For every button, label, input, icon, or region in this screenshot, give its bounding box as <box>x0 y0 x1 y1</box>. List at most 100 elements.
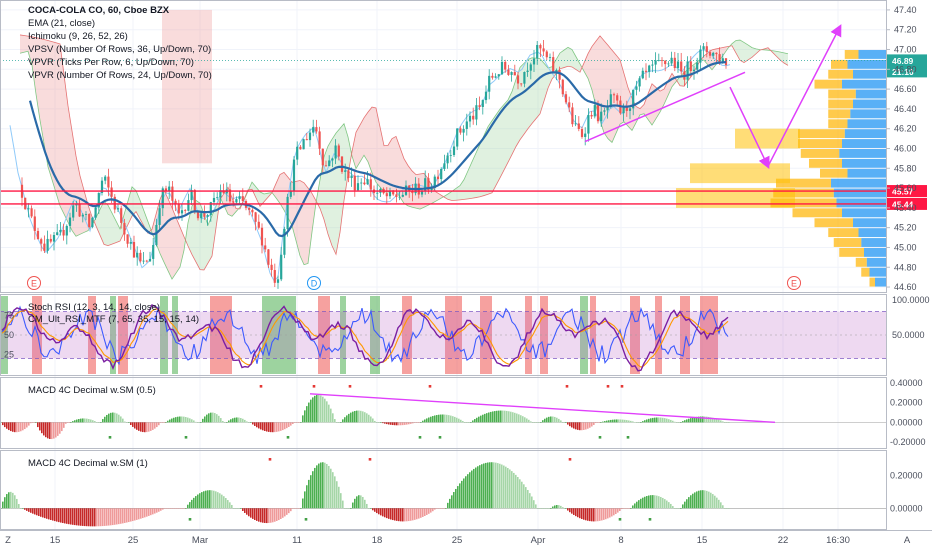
vp-row-down <box>820 168 848 178</box>
macd-bar <box>76 508 78 526</box>
macd-bar <box>593 508 595 522</box>
cloud-segment <box>300 180 304 265</box>
dividend-marker[interactable] <box>307 276 321 290</box>
macd-bar <box>282 422 284 431</box>
earnings-marker[interactable] <box>27 276 41 290</box>
macd-bar <box>497 463 499 509</box>
macd-bar <box>224 422 226 423</box>
macd-bar <box>146 508 148 517</box>
cloud-segment <box>108 205 112 246</box>
macd-bar <box>458 418 460 423</box>
auto-scale-button[interactable]: A <box>904 535 911 546</box>
macd-bar <box>12 422 14 432</box>
macd-bar <box>213 490 215 509</box>
macd-bar <box>494 411 496 423</box>
earnings-marker[interactable] <box>787 276 801 290</box>
macd-bar <box>728 422 730 423</box>
macd-bar <box>481 464 483 509</box>
macd-bar <box>152 422 154 430</box>
macd-bar <box>672 420 674 423</box>
macd-bar <box>30 422 32 424</box>
macd-bar <box>100 422 102 423</box>
macd-bar <box>260 508 262 523</box>
candle <box>680 61 683 72</box>
candle <box>622 106 625 114</box>
macd-divergence-line[interactable] <box>309 393 776 424</box>
macd1-pane-border <box>0 377 887 449</box>
macd-bar <box>386 422 388 425</box>
macd-bar <box>392 422 394 426</box>
macd-bar <box>298 422 300 423</box>
ema-21-line <box>28 61 727 238</box>
macd-bar <box>219 493 221 509</box>
cloud-segment <box>568 47 572 67</box>
macd-bar <box>670 503 672 509</box>
vp-row-down <box>798 139 842 148</box>
arrow-down-drawing[interactable] <box>729 86 770 170</box>
macd-bar <box>332 413 334 423</box>
macd-bar <box>471 470 473 509</box>
macd-bar <box>454 416 456 423</box>
macd-bar <box>571 508 573 514</box>
timezone-button[interactable]: Z <box>5 535 11 546</box>
macd-bar <box>189 418 191 423</box>
macd-bar <box>690 418 692 423</box>
legend-vpsv[interactable]: VPSV (Number Of Rows, 36, Up/Down, 70) <box>28 44 211 55</box>
macd-bar <box>676 508 678 509</box>
legend-symbol[interactable]: COCA-COLA CO, 60, Cboe BZX <box>28 5 170 16</box>
macd-bar <box>370 416 372 423</box>
macd-bar <box>235 508 237 509</box>
macd-bar <box>206 414 208 423</box>
price-tick-label: 46.40 <box>894 104 917 114</box>
macd-bar <box>618 419 620 423</box>
candle <box>363 182 366 185</box>
macd-bar <box>644 496 646 509</box>
macd-bar <box>306 406 308 423</box>
arrow-up-drawing[interactable] <box>767 24 842 167</box>
macd-bar <box>625 508 627 509</box>
macd-bar <box>286 422 288 429</box>
macd-bar <box>262 422 264 431</box>
legend-macd-2[interactable]: MACD 4C Decimal w.SM (1) <box>28 458 148 469</box>
macd-bar <box>264 422 266 431</box>
macd-bar <box>476 417 478 423</box>
candle <box>209 202 212 215</box>
macd-bar <box>132 508 134 522</box>
macd-bar <box>688 418 690 423</box>
macd-bar <box>342 419 344 423</box>
cloud-segment <box>56 42 60 206</box>
legend-vpvr-ticks[interactable]: VPVR (Ticks Per Row, 6, Up/Down, 70) <box>28 57 194 68</box>
macd-bar <box>340 422 342 423</box>
macd-bar <box>720 502 722 509</box>
macd-bar <box>452 416 454 423</box>
macd-bar <box>350 412 352 423</box>
sell-signal <box>259 385 263 388</box>
candle <box>523 72 526 84</box>
trendline-drawing[interactable] <box>584 71 746 143</box>
macd-bar <box>686 499 688 509</box>
legend-ichimoku[interactable]: Ichimoku (9, 26, 52, 26) <box>28 31 128 42</box>
macd-bar <box>88 508 90 527</box>
macd-bar <box>579 422 581 431</box>
candle <box>456 128 459 147</box>
legend-vpvr-rows[interactable]: VPVR (Number Of Rows, 24, Up/Down, 70) <box>28 70 212 81</box>
macd-bar <box>37 422 39 428</box>
macd-bar <box>248 422 250 423</box>
macd-bar <box>124 508 126 523</box>
macd-bar <box>716 497 718 509</box>
cloud-segment <box>472 152 476 199</box>
legend-stoch-rsi[interactable]: Stoch RSI (12, 3, 14, 14, close) <box>28 302 160 313</box>
macd-bar <box>426 508 428 515</box>
macd-bar <box>240 508 242 509</box>
candle <box>331 158 334 161</box>
buy-signal <box>418 436 422 439</box>
macd-bar <box>205 490 207 509</box>
vp-row-down <box>773 188 834 198</box>
legend-macd-1[interactable]: MACD 4C Decimal w.SM (0.5) <box>28 385 156 396</box>
oversold-zone <box>0 296 8 374</box>
candle <box>340 156 344 172</box>
legend-cm-rsi[interactable]: CM_Ult_RSI_MTF (7, 65, 35, 15, 15, 14) <box>28 314 199 325</box>
macd-bar <box>216 414 218 423</box>
legend-ema[interactable]: EMA (21, close) <box>28 18 95 29</box>
